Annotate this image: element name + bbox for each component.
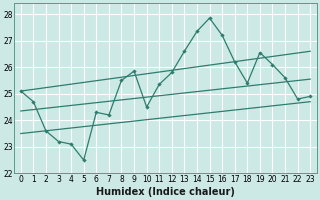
X-axis label: Humidex (Indice chaleur): Humidex (Indice chaleur): [96, 187, 235, 197]
